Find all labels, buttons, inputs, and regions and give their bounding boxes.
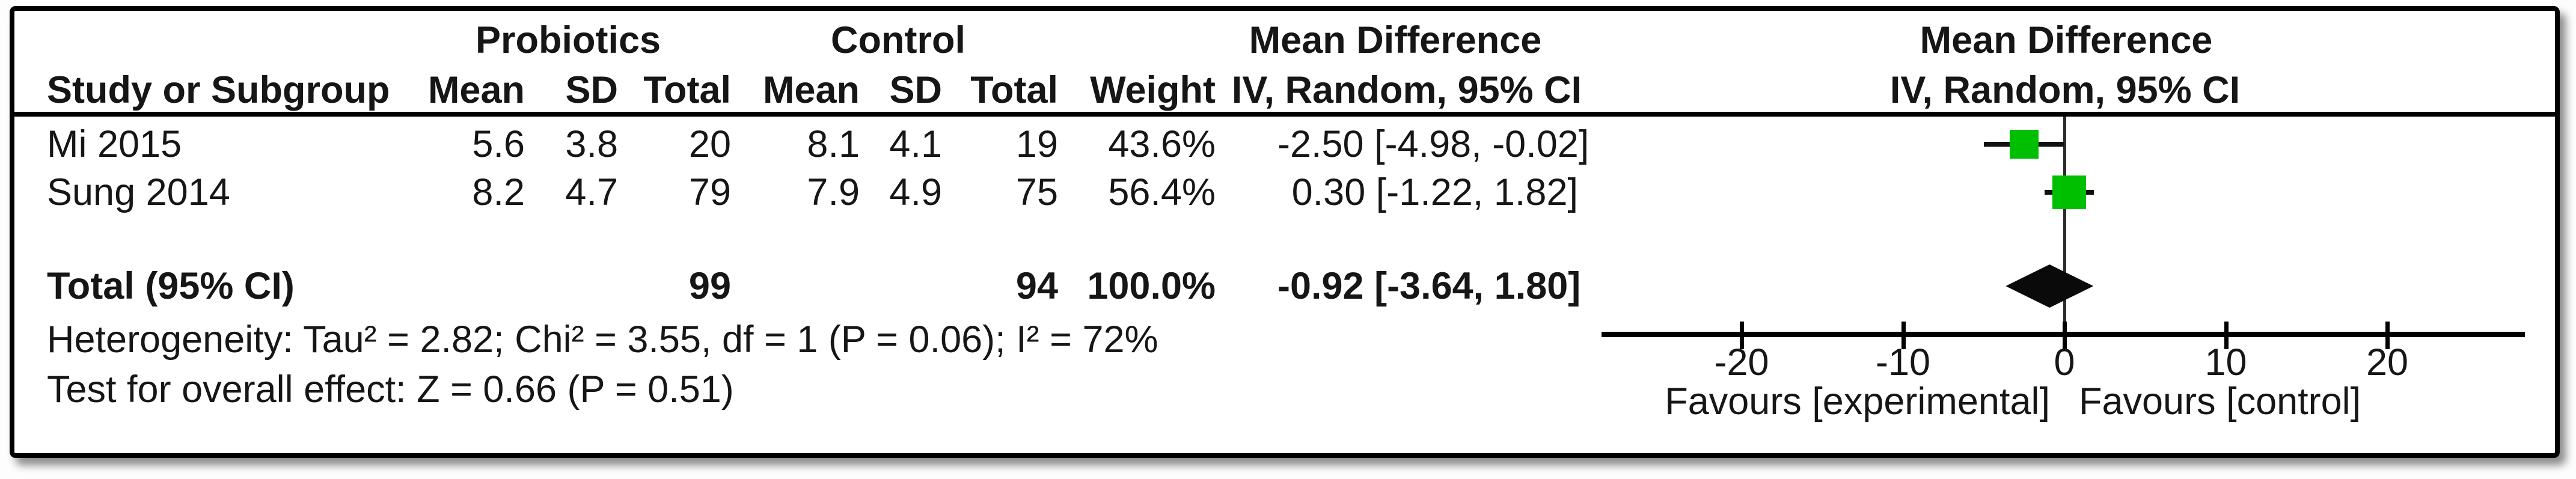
effect-size-square (2009, 130, 2039, 159)
axis-tick-label: 10 (2204, 341, 2247, 383)
cell-sd-2: 4.1 (889, 123, 942, 165)
total-n-1: 99 (688, 265, 731, 307)
cell-total-1: 79 (688, 171, 731, 213)
cell-total-2: 75 (1015, 171, 1058, 213)
cell-mean-2: 7.9 (807, 171, 860, 213)
col-header-sd-2: SD (889, 69, 942, 111)
col-header-study: Study or Subgroup (47, 69, 390, 111)
cell-weight: 43.6% (1108, 123, 1216, 165)
col-header-sd-1: SD (565, 69, 618, 111)
cell-sd-1: 3.8 (565, 123, 618, 165)
cell-mean-1: 5.6 (472, 123, 525, 165)
total-weight: 100.0% (1087, 265, 1216, 307)
cell-mean-1: 8.2 (472, 171, 525, 213)
axis-tick-label: -20 (1714, 341, 1769, 383)
plot-header-iv-random: IV, Random, 95% CI (1889, 69, 2241, 111)
plot-header-mean-difference: Mean Difference (1920, 19, 2213, 61)
effect-size-square (2052, 175, 2087, 209)
axis-tick-label: -10 (1875, 341, 1931, 383)
cell-weight: 56.4% (1108, 171, 1216, 213)
col-header-total-1: Total (643, 69, 731, 111)
header-separator-line (14, 112, 2555, 117)
group-header-control: Control (831, 19, 965, 61)
axis-tick (2224, 322, 2229, 349)
cell-mean-2: 8.1 (807, 123, 860, 165)
cell-sd-2: 4.9 (889, 171, 942, 213)
group-header-mean-difference: Mean Difference (1249, 19, 1542, 61)
study-label: Sung 2014 (47, 171, 230, 213)
favours-experimental-label: Favours [experimental] (1665, 380, 2050, 423)
overall-effect-text: Test for overall effect: Z = 0.66 (P = 0… (47, 368, 734, 410)
total-label: Total (95% CI) (47, 265, 295, 307)
col-header-total-2: Total (970, 69, 1058, 111)
axis-tick-label: 20 (2366, 341, 2409, 383)
total-n-2: 94 (1015, 265, 1058, 307)
group-header-probiotics: Probiotics (475, 19, 661, 61)
favours-control-label: Favours [control] (2079, 380, 2361, 423)
heterogeneity-text: Heterogeneity: Tau² = 2.82; Chi² = 3.55,… (47, 319, 1158, 361)
total-ci: -0.92 [-3.64, 1.80] (1277, 265, 1581, 307)
col-header-iv-random: IV, Random, 95% CI (1231, 69, 1582, 111)
col-header-mean-1: Mean (427, 69, 525, 111)
axis-tick-label: 0 (2054, 341, 2075, 383)
cell-sd-1: 4.7 (565, 171, 618, 213)
axis-tick (2385, 322, 2390, 349)
cell-ci: -2.50 [-4.98, -0.02] (1277, 123, 1589, 165)
cell-total-2: 19 (1015, 123, 1058, 165)
cell-total-1: 20 (688, 123, 731, 165)
col-header-weight: Weight (1090, 69, 1216, 111)
figure-border (10, 6, 2560, 458)
axis-tick (1901, 322, 1906, 349)
col-header-mean-2: Mean (762, 69, 860, 111)
axis-tick (2063, 322, 2067, 349)
axis-tick (1740, 322, 1744, 349)
zero-reference-line (2063, 117, 2066, 335)
cell-ci: 0.30 [-1.22, 1.82] (1291, 171, 1578, 213)
study-label: Mi 2015 (47, 123, 182, 165)
